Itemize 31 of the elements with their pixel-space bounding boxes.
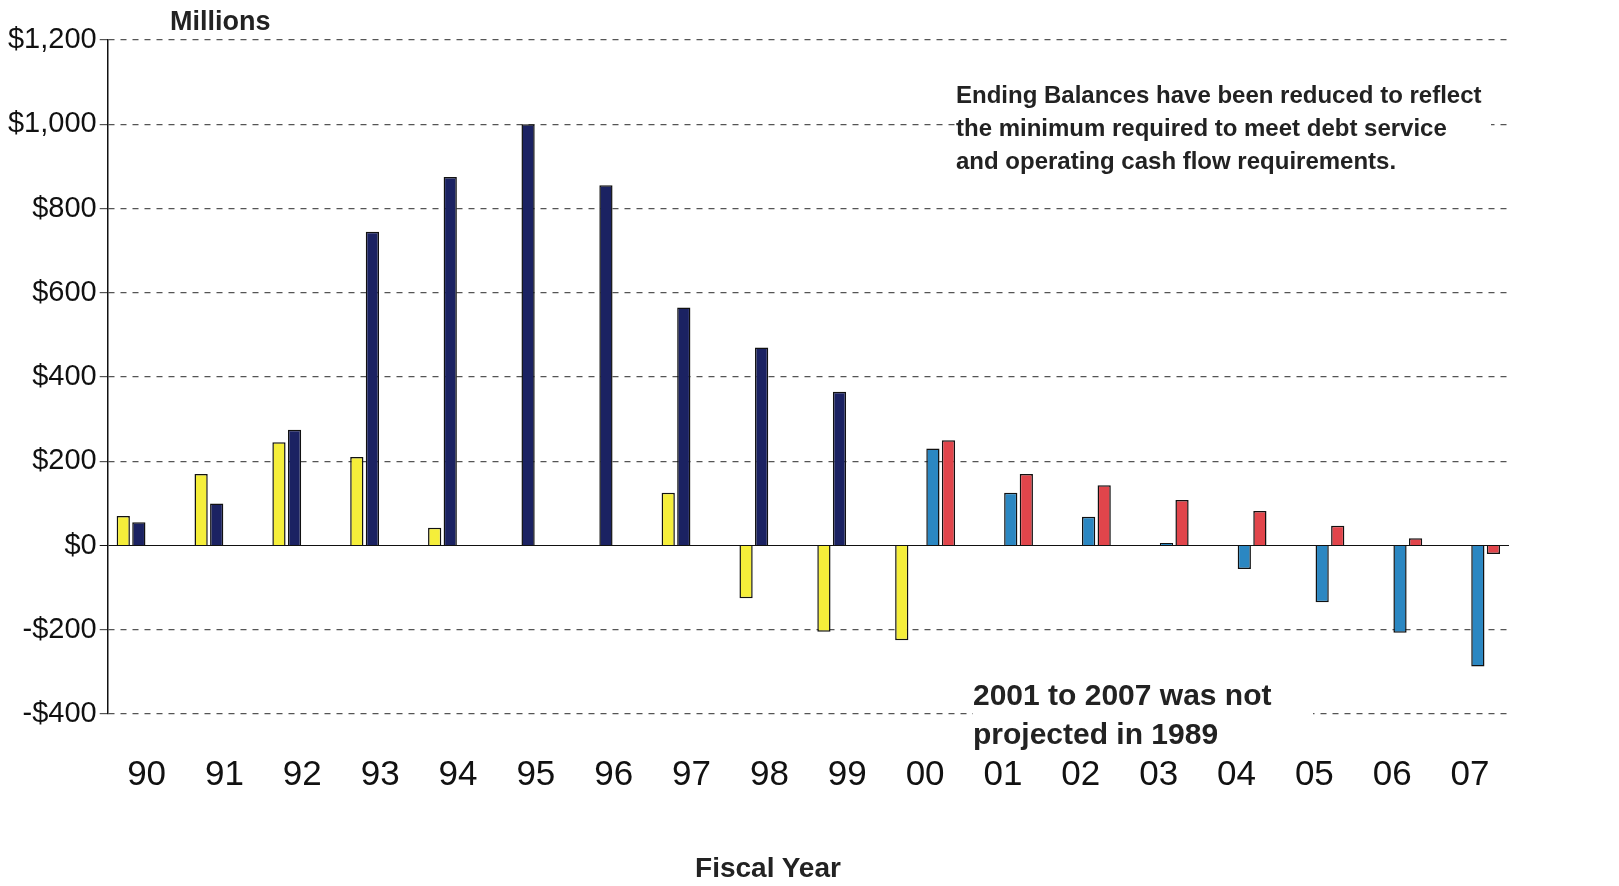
x-tick-label: 94 (438, 752, 478, 792)
x-tick-label: 00 (905, 752, 945, 792)
x-axis-title: Fiscal Year (694, 852, 842, 884)
x-tick-label: 01 (983, 752, 1023, 792)
x-tick-label: 90 (127, 752, 167, 792)
y-tick-label: $800 (32, 190, 97, 223)
x-tick-label: 91 (205, 752, 244, 792)
annotation: Ending Balances have been reduced to reflect the minimum required to meet debt service and operating cash flow requirements. (956, 78, 1491, 177)
y-tick-label: $400 (32, 359, 97, 391)
x-tick-label: 04 (1217, 752, 1256, 792)
x-tick-label: 05 (1294, 752, 1334, 792)
x-tick-label: 98 (749, 752, 789, 792)
y-tick-label: $600 (32, 274, 97, 307)
x-tick-label: 99 (827, 752, 867, 792)
y-tick-label: $200 (32, 443, 97, 476)
x-tick-label: 93 (360, 752, 400, 792)
x-tick-label: 96 (594, 752, 634, 792)
x-tick-label: 07 (1450, 752, 1490, 792)
y-axis-title: Millions (170, 6, 271, 37)
x-tick-label: 97 (672, 752, 712, 792)
x-tick-label: 03 (1139, 752, 1179, 792)
y-tick-label: -$200 (22, 611, 97, 644)
x-tick-label: 06 (1372, 752, 1412, 792)
y-tick-label: $0 (64, 527, 97, 560)
x-tick-label: 02 (1061, 752, 1101, 792)
annotation: 2001 to 2007 was not projected in 1989 (973, 675, 1313, 753)
x-tick-label: 95 (516, 752, 556, 792)
x-tick-label: 92 (282, 752, 322, 792)
y-tick-label: -$400 (22, 696, 97, 728)
y-tick-label: $1,000 (8, 106, 97, 139)
y-tick-label: $1,200 (8, 22, 97, 54)
